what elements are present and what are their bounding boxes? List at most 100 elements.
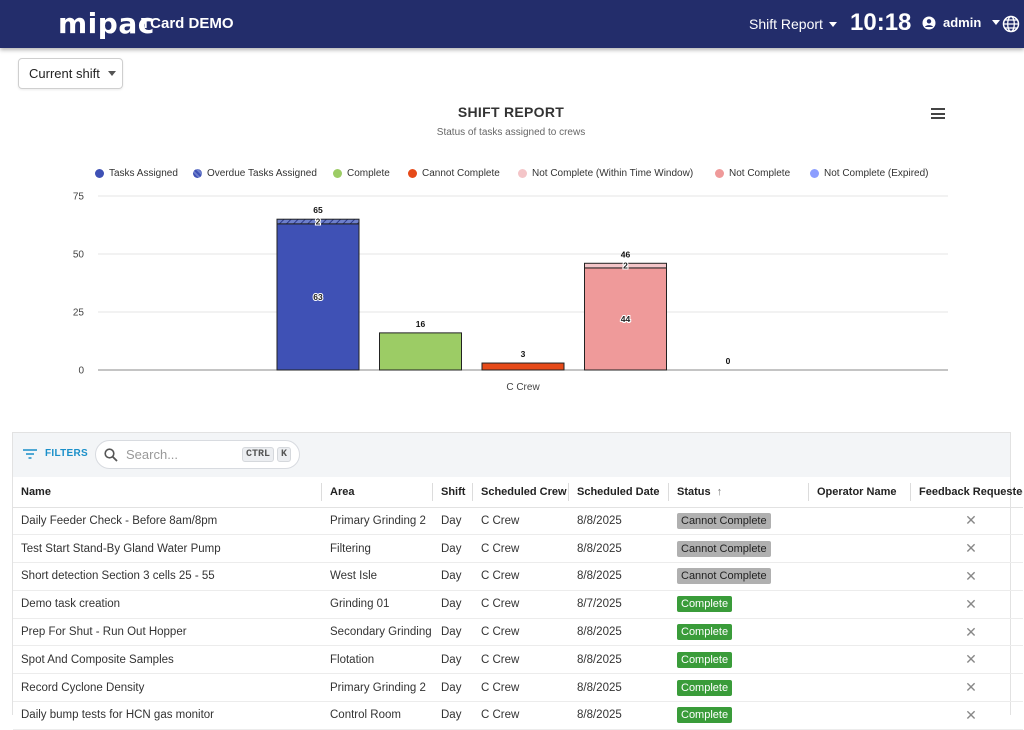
- bar-segment: [276, 218, 360, 225]
- chart-menu-icon[interactable]: [931, 108, 945, 119]
- cell-crew: C Crew: [473, 507, 569, 536]
- cell-name: Test Start Stand-By Gland Water Pump: [13, 534, 322, 564]
- filters-button[interactable]: FILTERS: [23, 448, 88, 459]
- cell-status: Cannot Complete: [669, 562, 809, 591]
- column-header-area[interactable]: Area: [322, 477, 433, 508]
- cell-feedback: ✕: [911, 673, 1023, 703]
- status-badge: Cannot Complete: [677, 512, 771, 529]
- chart-title: SHIFT REPORT: [457, 104, 565, 120]
- filters-label: FILTERS: [45, 448, 89, 459]
- column-header-date[interactable]: Scheduled Date: [569, 477, 669, 508]
- y-tick-label: 75: [73, 192, 85, 203]
- close-icon: ✕: [965, 623, 977, 640]
- cell-shift: Day: [433, 673, 473, 703]
- table-row[interactable]: Spot And Composite Samples Flotation Day C …: [13, 645, 1023, 675]
- table-row[interactable]: Prep For Shut - Run Out Hopper Secondary …: [13, 618, 1023, 647]
- sort-ascending-icon[interactable]: ↑: [716, 485, 723, 498]
- column-header-operator[interactable]: Operator Name: [809, 477, 911, 508]
- search-input[interactable]: [126, 447, 226, 462]
- shift-report-menu-label: Shift Report: [749, 16, 823, 32]
- column-header-shift[interactable]: Shift: [433, 477, 473, 508]
- bar-total-label: 16: [416, 319, 426, 329]
- cell-date: 8/8/2025: [569, 673, 669, 703]
- column-header-name[interactable]: Name: [13, 477, 322, 508]
- legend-swatch: [408, 169, 417, 178]
- table-row[interactable]: Record Cyclone Density Primary Grinding 2…: [13, 673, 1023, 703]
- table-row[interactable]: Short detection Section 3 cells 25 - 55 W…: [13, 562, 1023, 591]
- column-header-status[interactable]: Status ↑: [669, 477, 809, 508]
- clock: 10:18: [850, 9, 912, 36]
- column-header-label: Feedback Requested: [919, 485, 1023, 498]
- bar-total-label: 46: [621, 249, 631, 259]
- legend-label: Complete: [347, 168, 390, 179]
- cell-date: 8/8/2025: [569, 562, 669, 591]
- legend-swatch: [715, 169, 724, 178]
- column-header-crew[interactable]: Scheduled Crew: [473, 477, 569, 508]
- status-badge: Complete: [677, 596, 733, 613]
- cell-area: Grinding 01: [322, 590, 433, 619]
- shift-select[interactable]: Current shift: [18, 58, 123, 89]
- language-globe-icon[interactable]: [1002, 15, 1020, 33]
- cell-status: Complete: [669, 645, 809, 675]
- cell-feedback: ✕: [911, 534, 1023, 564]
- cell-crew: C Crew: [473, 701, 569, 730]
- bar-segment: [379, 332, 462, 371]
- legend-label: Overdue Tasks Assigned: [207, 168, 317, 179]
- segment-data-label: 44: [621, 314, 631, 324]
- bar-segment: [584, 267, 667, 371]
- legend-item-cannot-complete[interactable]: Cannot Complete: [408, 168, 500, 179]
- search-box[interactable]: CTRL K: [95, 440, 300, 469]
- cell-shift: Day: [433, 701, 473, 730]
- cell-operator: [809, 562, 911, 591]
- close-icon: ✕: [965, 651, 977, 668]
- mipac-logo-icon: [16, 10, 50, 38]
- legend-label: Not Complete: [729, 168, 791, 179]
- table-row[interactable]: Demo task creation Grinding 01 Day C Crew 8/…: [13, 590, 1023, 619]
- y-tick-label: 0: [78, 366, 84, 377]
- bar-total-label: 0: [726, 356, 731, 366]
- cell-crew: C Crew: [473, 673, 569, 703]
- cell-area: Secondary Grinding: [322, 618, 433, 647]
- cell-operator: [809, 701, 911, 730]
- status-badge: Complete: [677, 651, 733, 668]
- cell-status: Cannot Complete: [669, 534, 809, 564]
- legend-swatch: [193, 169, 202, 178]
- close-icon: ✕: [965, 512, 977, 529]
- legend-swatch: [95, 169, 104, 178]
- column-header-label: Name: [21, 485, 51, 498]
- column-header-label: Scheduled Crew: [481, 485, 567, 498]
- legend-swatch: [518, 169, 527, 178]
- cell-status: Complete: [669, 701, 809, 730]
- bar-segment: [276, 223, 360, 371]
- bar-segment: [584, 262, 667, 269]
- user-menu[interactable]: admin: [922, 15, 1001, 30]
- chart-legend: Tasks Assigned Overdue Tasks Assigned Co…: [0, 168, 1024, 182]
- kbd-k: K: [277, 447, 292, 462]
- table-row[interactable]: Test Start Stand-By Gland Water Pump Filt…: [13, 534, 1023, 564]
- cell-feedback: ✕: [911, 562, 1023, 591]
- cell-shift: Day: [433, 618, 473, 647]
- bar-total-label: 65: [313, 205, 323, 215]
- close-icon: ✕: [965, 567, 977, 584]
- table-row[interactable]: Daily Feeder Check - Before 8am/8pm Prima…: [13, 507, 1023, 536]
- chart-subtitle: Status of tasks assigned to crews: [436, 127, 586, 138]
- legend-item-overdue[interactable]: Overdue Tasks Assigned: [193, 168, 317, 179]
- column-header-label: Shift: [441, 485, 466, 498]
- cell-feedback: ✕: [911, 618, 1023, 647]
- cell-crew: C Crew: [473, 645, 569, 675]
- legend-item-not-complete[interactable]: Not Complete: [715, 168, 790, 179]
- legend-item-not-complete-expired[interactable]: Not Complete (Expired): [810, 168, 928, 179]
- cell-area: Control Room: [322, 701, 433, 730]
- cell-feedback: ✕: [911, 507, 1023, 536]
- column-header-feedback[interactable]: Feedback Requested: [911, 477, 1023, 508]
- shift-report-menu[interactable]: Shift Report: [749, 16, 837, 32]
- bar-segment: [481, 362, 565, 371]
- chevron-down-icon: [992, 20, 1001, 25]
- legend-item-not-complete-window[interactable]: Not Complete (Within Time Window): [518, 168, 693, 179]
- table-row[interactable]: Daily bump tests for HCN gas monitor Cont…: [13, 701, 1023, 730]
- user-name: admin: [943, 15, 982, 30]
- legend-item-complete[interactable]: Complete: [333, 168, 390, 179]
- legend-item-tasks-assigned[interactable]: Tasks Assigned: [95, 168, 178, 179]
- table-header-row: Name Area Shift Scheduled Crew Scheduled…: [13, 477, 1023, 508]
- cell-operator: [809, 534, 911, 564]
